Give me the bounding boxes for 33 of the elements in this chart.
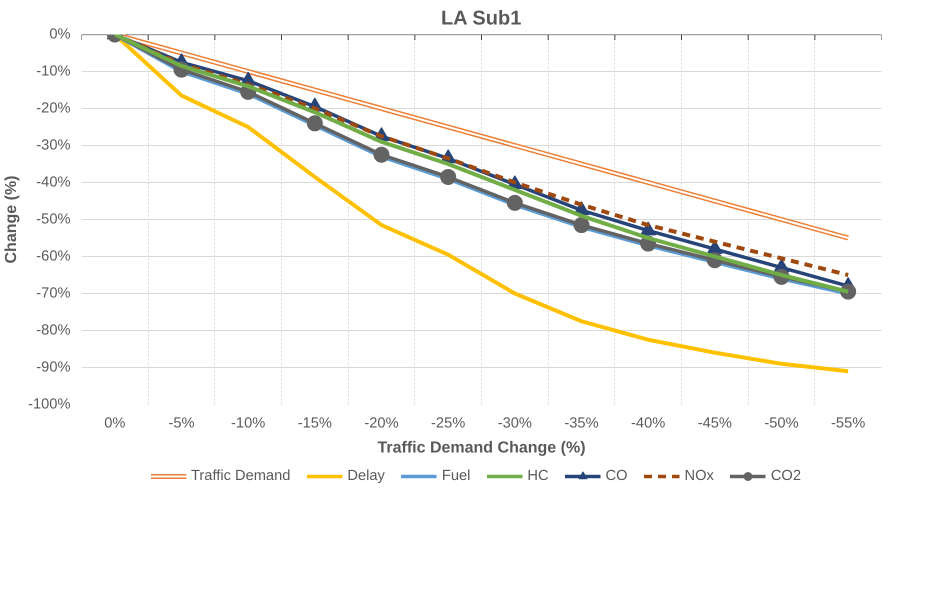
x-tick-label: -20%	[364, 416, 399, 432]
y-tick-label: 0%	[49, 26, 71, 42]
y-tick-label: -50%	[36, 212, 71, 228]
y-tick-label: -40%	[36, 174, 71, 190]
x-tick-label: -25%	[431, 416, 466, 432]
y-tick-label: -90%	[36, 360, 71, 376]
y-tick-label: -80%	[36, 322, 71, 338]
x-axis-title: Traffic Demand Change (%)	[377, 440, 586, 456]
legend-label: Delay	[347, 468, 385, 484]
x-tick-label: -30%	[498, 416, 532, 432]
x-tick-label: -55%	[831, 416, 866, 432]
x-tick-label: -10%	[231, 416, 266, 432]
y-tick-label: -10%	[36, 64, 71, 80]
y-tick-label: -20%	[36, 100, 71, 116]
x-tick-label: 0%	[104, 416, 126, 432]
y-tick-label: -30%	[36, 138, 71, 154]
x-tick-label: -15%	[298, 416, 332, 432]
x-tick-label: -40%	[631, 416, 666, 432]
y-tick-label: -70%	[36, 286, 71, 302]
x-tick-label: -50%	[764, 416, 799, 432]
x-tick-label: -45%	[698, 416, 732, 432]
x-tick-label: -35%	[564, 416, 599, 432]
y-axis-title: Change (%)	[3, 176, 20, 264]
legend-label: CO	[606, 468, 628, 484]
legend-label: Fuel	[442, 468, 470, 484]
y-tick-label: -100%	[28, 396, 71, 412]
x-tick-label: -5%	[168, 416, 195, 432]
y-tick-label: -60%	[36, 248, 71, 264]
legend-label: Traffic Demand	[191, 468, 290, 484]
legend-label: HC	[527, 468, 549, 484]
legend-label: CO2	[770, 468, 801, 484]
chart-title: LA Sub1	[440, 8, 522, 30]
legend-label: NOx	[684, 468, 714, 484]
